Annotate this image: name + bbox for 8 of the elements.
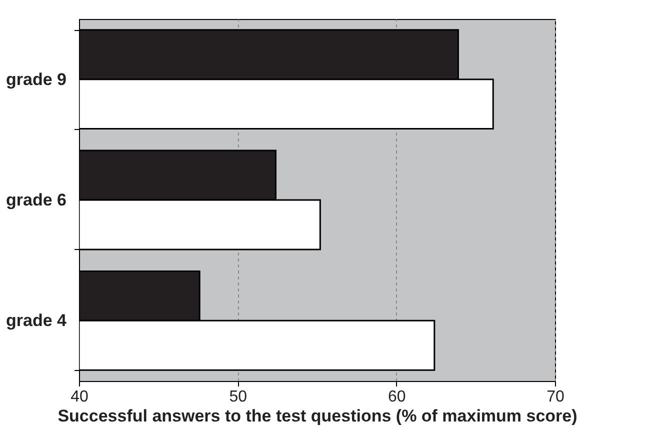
y-tick-label: grade 9 bbox=[6, 70, 66, 89]
y-tick-label: grade 4 bbox=[6, 311, 68, 330]
x-tick-label: 50 bbox=[229, 388, 248, 406]
x-tick-label: 40 bbox=[70, 388, 88, 406]
x-axis-title: Successful answers to the test questions (% of maximum score) bbox=[58, 406, 578, 426]
y-tick-label: grade 6 bbox=[6, 190, 66, 210]
x-tick-label: 70 bbox=[546, 388, 564, 406]
x-tick-label: 60 bbox=[388, 388, 406, 406]
